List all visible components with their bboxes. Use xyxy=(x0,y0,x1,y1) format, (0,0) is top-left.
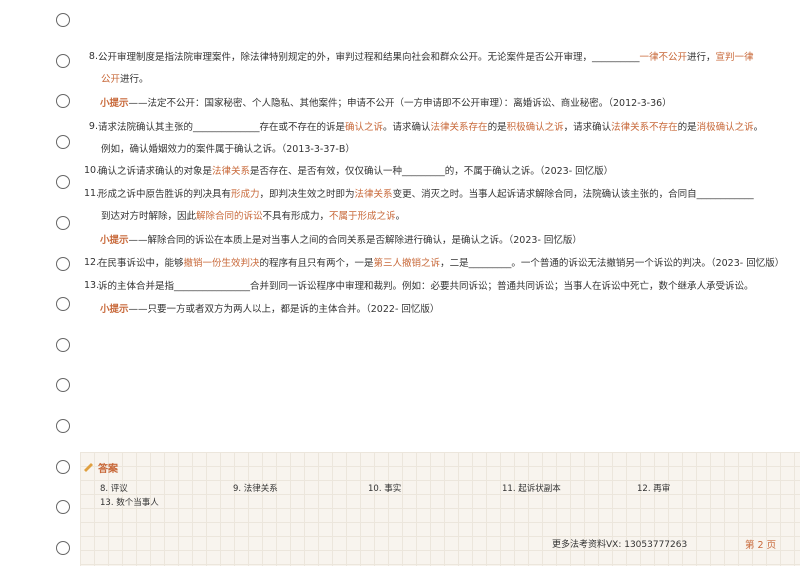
item-number: 9. xyxy=(88,121,98,132)
text: 。 xyxy=(395,211,406,222)
answer-item: 11. 起诉状副本 xyxy=(502,484,561,494)
highlight: 小提示 xyxy=(100,98,129,109)
answer-item: 12. 再审 xyxy=(637,484,671,494)
text: 的是 xyxy=(677,122,697,133)
item-number: 8. xyxy=(88,51,98,62)
text: 请求法院确认其主张的______________存在或不存在的诉是 xyxy=(98,122,346,133)
highlight: 公开 xyxy=(101,74,121,85)
text: 公开审理制度是指法院审理案件，除法律特别规定的外，审判过程和结果向社会和群众公开… xyxy=(98,52,640,63)
text-line: 确认之诉请求确认的对象是法律关系是否存在、是否有效，仅仅确认一种________… xyxy=(98,165,613,187)
text-line: 公开进行。 xyxy=(101,73,149,95)
text-line: 公开审理制度是指法院审理案件，除法律特别规定的外，审判过程和结果向社会和群众公开… xyxy=(98,51,754,73)
highlight: 法律关系 xyxy=(212,166,251,177)
answer-title: 答案 xyxy=(98,464,118,475)
text-line: 在民事诉讼中，能够撤销一份生效判决的程序有且只有两个，一是第三人撤销之诉，二是_… xyxy=(98,257,784,279)
highlight: 不属于形成之诉 xyxy=(329,211,396,222)
hole xyxy=(56,175,70,190)
hole xyxy=(56,13,70,27)
text: ——解除合同的诉讼在本质上是对当事人之间的合同关系是否解除进行确认，是确认之诉。… xyxy=(128,235,582,246)
hole xyxy=(56,419,70,433)
text: 确认之诉请求确认的对象是 xyxy=(98,166,213,177)
text: 。 xyxy=(753,122,764,133)
text: 进行。 xyxy=(120,74,149,85)
answer-item: 13. 数个当事人 xyxy=(100,498,159,508)
highlight: 积极确认之诉 xyxy=(506,122,564,133)
text-line: 请求法院确认其主张的______________存在或不存在的诉是确认之诉。请求… xyxy=(98,121,763,143)
hole xyxy=(56,540,70,555)
highlight: 法律关系 xyxy=(354,189,393,200)
highlight: 消极确认之诉 xyxy=(696,122,754,133)
highlight: 一律不公开 xyxy=(639,52,688,63)
hole xyxy=(56,378,70,393)
text-line: 诉的主体合并是指________________合并到同一诉讼程序中审理和裁判。… xyxy=(98,280,754,302)
text-line: 形成之诉中原告胜诉的判决具有形成力，即判决生效之时即为法律关系变更、消灭之时。当… xyxy=(98,188,754,210)
text: 在民事诉讼中，能够 xyxy=(98,258,184,269)
text: 不具有形成力， xyxy=(262,211,330,222)
answer-item: 8. 评议 xyxy=(100,484,128,494)
text: 进行， xyxy=(687,52,716,63)
page-number: 第 2 页 xyxy=(745,540,777,551)
highlight: 解除合同的诉讼 xyxy=(196,211,263,222)
answer-box: 答案 8. 评议 9. 法律关系 10. 事实 11. 起诉状副本 12. 再审 13. … xyxy=(80,452,800,566)
answer-item: 10. 事实 xyxy=(368,484,402,494)
highlight: 形成力 xyxy=(231,189,260,200)
hole xyxy=(56,459,70,474)
text-line: 小提示——法定不公开：国家秘密、个人隐私、其他案件；申请不公开（一方申请即不公开… xyxy=(100,97,672,119)
item-number: 10. xyxy=(84,165,100,176)
text: 的是 xyxy=(487,122,507,133)
pencil-icon xyxy=(84,463,93,472)
hole xyxy=(56,256,70,271)
hole xyxy=(56,53,70,68)
text: 的程序有且只有两个，一是 xyxy=(259,258,374,269)
hole xyxy=(56,500,70,515)
highlight: 第三人撤销之诉 xyxy=(373,258,441,269)
answer-item: 9. 法律关系 xyxy=(233,484,278,494)
text: ，即判决生效之时即为 xyxy=(259,189,355,200)
highlight: 确认之诉 xyxy=(345,122,384,133)
hole xyxy=(56,134,70,149)
item-number: 12. xyxy=(84,257,100,268)
highlight: 法律关系不存在 xyxy=(611,122,678,133)
text: 变更、消灭之时。当事人起诉请求解除合同，法院确认该主张的，合同自________… xyxy=(392,189,754,200)
text-line: 小提示——只要一方或者双方为两人以上，都是诉的主体合并。（2022- 回忆版） xyxy=(100,303,439,325)
text: 形成之诉中原告胜诉的判决具有 xyxy=(98,189,232,200)
text: 到达对方时解除，因此 xyxy=(101,211,197,222)
highlight: 法律关系存在 xyxy=(430,122,488,133)
text: ，二是_________。一个普通的诉讼无法撤销另一个诉讼的判决。（2023- … xyxy=(440,258,785,269)
hole xyxy=(56,216,70,230)
text-line: 例如，确认婚姻效力的案件属于确认之诉。（2013-3-37-B） xyxy=(101,143,355,165)
text: ——法定不公开：国家秘密、个人隐私、其他案件；申请不公开（一方申请即不公开审理）… xyxy=(128,98,672,109)
item-number: 13. xyxy=(84,280,100,291)
text: 。请求确认 xyxy=(383,122,431,133)
highlight: 撤销一份生效判决 xyxy=(183,258,260,269)
text: ，请求确认 xyxy=(563,122,612,133)
highlight: 小提示 xyxy=(100,235,129,246)
text: ——只要一方或者双方为两人以上，都是诉的主体合并。（2022- 回忆版） xyxy=(128,304,440,315)
item-number: 11. xyxy=(84,188,100,199)
text-line: 小提示——解除合同的诉讼在本质上是对当事人之间的合同关系是否解除进行确认，是确认… xyxy=(100,234,582,256)
highlight: 宣判一律 xyxy=(715,52,754,63)
hole xyxy=(56,337,70,352)
text: 是否存在、是否有效，仅仅确认一种_________的，不属于确认之诉。（2023… xyxy=(250,166,614,177)
text-line: 到达对方时解除，因此解除合同的诉讼不具有形成力，不属于形成之诉。 xyxy=(101,210,405,232)
footer-note: 更多法考资料VX: 13053777263 xyxy=(552,540,688,550)
hole xyxy=(56,94,70,109)
highlight: 小提示 xyxy=(100,304,129,315)
text: 例如，确认婚姻效力的案件属于确认之诉。（2013-3-37-B） xyxy=(101,144,355,155)
hole xyxy=(56,297,70,312)
text: 诉的主体合并是指________________合并到同一诉讼程序中审理和裁判。… xyxy=(98,281,754,292)
